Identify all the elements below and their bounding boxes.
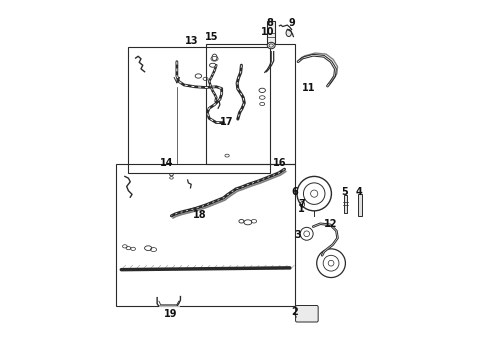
Bar bbox=[358, 194, 362, 216]
Bar bbox=[343, 195, 347, 213]
Text: 16: 16 bbox=[273, 158, 287, 168]
Text: 15: 15 bbox=[205, 32, 219, 42]
Text: 9: 9 bbox=[289, 18, 295, 28]
Ellipse shape bbox=[267, 42, 275, 49]
Bar bbox=[128, 47, 270, 173]
Bar bbox=[267, 22, 275, 43]
Text: 11: 11 bbox=[302, 83, 316, 93]
Text: 13: 13 bbox=[185, 36, 198, 45]
Bar bbox=[116, 164, 295, 306]
Text: 3: 3 bbox=[294, 230, 301, 240]
Ellipse shape bbox=[286, 30, 292, 37]
Bar bbox=[205, 44, 295, 164]
Text: 1: 1 bbox=[298, 204, 305, 215]
Text: 7: 7 bbox=[298, 199, 305, 209]
Text: 17: 17 bbox=[220, 117, 233, 127]
Text: 14: 14 bbox=[160, 158, 174, 168]
Text: 10: 10 bbox=[261, 27, 274, 37]
FancyBboxPatch shape bbox=[295, 306, 318, 322]
Text: 8: 8 bbox=[266, 18, 273, 28]
Text: 18: 18 bbox=[193, 210, 206, 220]
Text: 12: 12 bbox=[323, 220, 337, 229]
Text: 5: 5 bbox=[342, 187, 348, 197]
Text: 19: 19 bbox=[164, 309, 177, 319]
Text: 6: 6 bbox=[291, 187, 298, 197]
Text: 4: 4 bbox=[356, 187, 363, 197]
Text: 2: 2 bbox=[291, 307, 298, 317]
